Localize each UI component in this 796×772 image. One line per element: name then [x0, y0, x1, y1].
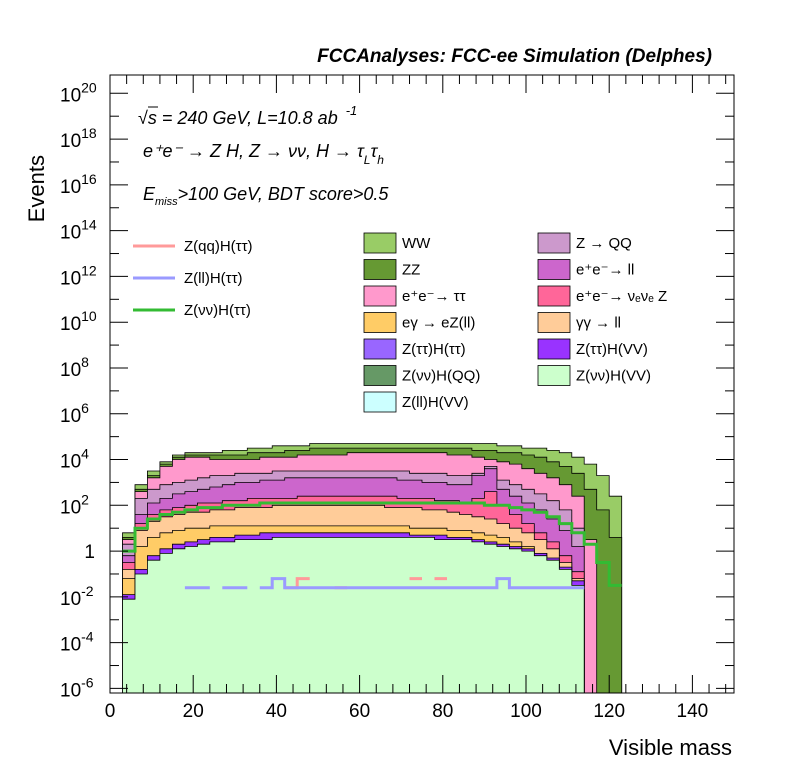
y-tick-label: 106 [60, 400, 89, 427]
y-tick-label: 1020 [60, 79, 97, 106]
x-tick-label: 140 [677, 701, 709, 722]
legend-box-label: ZZ [402, 262, 420, 279]
process-text: e⁺e⁻ → Z H, Z → νν, H → τ [143, 141, 365, 161]
cut-rest: >100 GeV, BDT score>0.5 [178, 184, 390, 204]
legend-box-label: eγ → eZ(ll) [402, 315, 475, 332]
x-tick-label: 60 [349, 701, 370, 722]
svg-text:Emiss>100 GeV, BDT score>0.5: Emiss>100 GeV, BDT score>0.5 [143, 184, 389, 208]
legend-box-label: WW [402, 235, 431, 252]
y-tick-label: 1018 [60, 125, 97, 152]
y-tick-label: 10-4 [60, 629, 94, 656]
x-tick-label: 0 [105, 701, 116, 722]
legend-line-label: Z(νν)H(ττ) [184, 302, 251, 319]
legend-box-label: Z(νν)H(QQ) [402, 368, 480, 385]
cut-sub: miss [155, 196, 178, 208]
energy-text: = 240 GeV, L=10.8 ab [157, 108, 338, 128]
x-tick-label: 20 [183, 701, 204, 722]
y-tick-label: 1014 [60, 217, 97, 244]
y-tick-label: 1 [84, 542, 95, 563]
y-tick-label: 104 [60, 446, 89, 473]
legend-box-swatch [363, 365, 397, 386]
y-axis-label: Events [24, 155, 49, 222]
process-annotation: e⁺e⁻ → Z H, Z → νν, H → τLτh [143, 141, 384, 167]
legend-box-swatch [537, 365, 571, 386]
cut-annotation: Emiss>100 GeV, BDT score>0.5 [143, 184, 389, 208]
legend-box-label: Z(νν)H(VV) [576, 368, 651, 385]
line-z-ll-h- [184, 577, 585, 590]
legend-box-label: e⁺e⁻→ νₑνₑ Z [576, 288, 667, 305]
signal-lines [122, 501, 622, 590]
x-tick-label: 120 [593, 701, 625, 722]
legend-box-label: Z(ττ)H(VV) [576, 341, 648, 358]
legend-box-label: Z(ττ)H(ττ) [402, 341, 466, 358]
sqrt-symbol: √s [138, 108, 157, 128]
y-tick-label: 10-6 [60, 674, 94, 701]
y-tick-label: 10-2 [60, 583, 94, 610]
tau-sub-h: h [377, 153, 384, 167]
y-tick-label: 1010 [60, 308, 97, 335]
y-tick-label: 108 [60, 354, 89, 381]
svg-text:e⁺e⁻ → Z H, Z → νν, H → τLτh: e⁺e⁻ → Z H, Z → νν, H → τLτh [143, 141, 384, 167]
tick-labels: 0 20 40 60 80 100 120 140 10-6 10-4 10-2 1 102 104 106… [60, 79, 708, 722]
legend-box-swatch [537, 312, 571, 333]
x-tick-label: 80 [432, 701, 453, 722]
legend-box-swatch [363, 259, 397, 280]
legend-box-swatch [363, 391, 397, 413]
legend-box-label: Z → QQ [576, 235, 632, 252]
lumi-exponent: -1 [346, 103, 358, 118]
legend-box-swatch [537, 285, 571, 307]
y-tick-label: 1012 [60, 262, 97, 289]
legend-box-swatch [537, 259, 571, 280]
legend-box-label: e⁺e⁻→ ττ [402, 288, 466, 305]
legend-line-label: Z(qq)H(ττ) [184, 238, 253, 255]
axis-ticks [109, 75, 734, 693]
legend-box-label: Z(ll)H(VV) [402, 394, 469, 411]
legend-box-swatch [363, 232, 397, 254]
legend: Z(qq)H(ττ) Z(ll)H(ττ) Z(νν)H(ττ) WW Z → QQ ZZ… [133, 232, 667, 413]
stacked-histograms [110, 443, 635, 694]
x-tick-label: 40 [266, 701, 287, 722]
chart-title: FCCAnalyses: FCC-ee Simulation (Delphes) [317, 46, 712, 67]
stack-z-h-vv- [110, 537, 635, 694]
legend-box-swatch [363, 285, 397, 307]
line-z-h- [122, 501, 622, 587]
svg-text:√s = 240 GeV, L=10.8 ab-1: √s = 240 GeV, L=10.8 ab -1 [138, 103, 357, 128]
y-tick-label: 102 [60, 491, 89, 518]
legend-box-swatch [363, 312, 397, 333]
tau-second: τ [370, 141, 378, 161]
legend-box-swatch [537, 232, 571, 254]
legend-line-label: Z(ll)H(ττ) [184, 270, 243, 287]
legend-box-swatch [363, 338, 397, 360]
tau-sub-l: L [364, 153, 371, 167]
plot-frame [109, 74, 735, 694]
legend-box-label: e⁺e⁻→ ll [576, 262, 634, 279]
legend-box-label: γγ → ll [576, 315, 621, 332]
x-axis-label: Visible mass [609, 735, 732, 760]
legend-box-swatch [537, 338, 571, 360]
x-tick-label: 100 [510, 701, 542, 722]
y-tick-label: 1016 [60, 171, 97, 198]
cut-e: E [143, 184, 156, 204]
energy-annotation: √s = 240 GeV, L=10.8 ab -1 [138, 103, 357, 128]
